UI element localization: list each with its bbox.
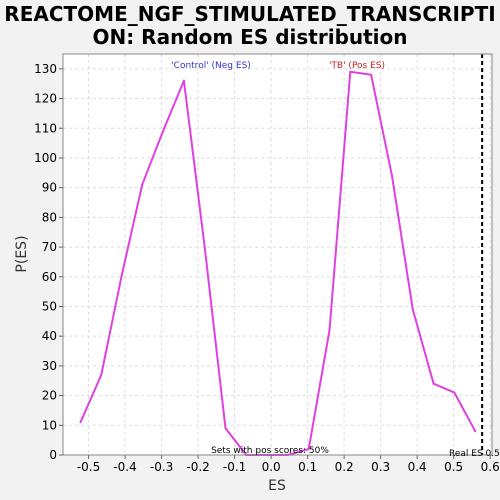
- x-tick-label: -0.2: [186, 460, 209, 474]
- pos-scores-annotation: Sets with pos scores: 50%: [211, 446, 329, 456]
- x-tick-label: 0.1: [298, 460, 317, 474]
- x-tick-label: 0.6: [481, 460, 500, 474]
- x-axis-ticks: -0.5 -0.4 -0.3 -0.2 -0.1 0.0 0.1 0.2 0.3 0.4 0.5 0.…: [77, 455, 500, 474]
- x-tick-label: -0.1: [223, 460, 246, 474]
- x-tick-label: 0.2: [335, 460, 354, 474]
- y-tick-label: 0: [49, 448, 57, 462]
- x-axis-title: ES: [268, 478, 286, 494]
- real-es-annotation: Real ES 0.5: [449, 449, 500, 459]
- y-tick-label: 20: [42, 389, 57, 403]
- x-tick-label: -0.3: [150, 460, 173, 474]
- data-point: [411, 308, 414, 311]
- data-point: [203, 246, 206, 249]
- data-point: [79, 421, 82, 424]
- data-point: [349, 70, 352, 73]
- x-tick-label: 0.3: [371, 460, 390, 474]
- y-tick-label: 70: [42, 240, 57, 254]
- y-tick-label: 130: [34, 62, 57, 76]
- y-tick-label: 40: [42, 329, 57, 343]
- data-point: [432, 382, 435, 385]
- y-tick-label: 50: [42, 299, 57, 313]
- pos-es-annotation: 'TB' (Pos ES): [329, 61, 385, 71]
- data-point: [100, 373, 103, 376]
- data-point: [307, 448, 310, 451]
- y-tick-label: 100: [34, 151, 57, 165]
- data-point: [141, 183, 144, 186]
- data-point: [474, 430, 477, 433]
- grid-lines: [63, 54, 492, 456]
- neg-es-annotation: 'Control' (Neg ES): [171, 61, 251, 71]
- data-point: [182, 79, 185, 82]
- data-point: [370, 73, 373, 76]
- x-tick-label: 0.0: [262, 460, 281, 474]
- data-point: [390, 174, 393, 177]
- data-point: [162, 130, 165, 133]
- data-point: [453, 391, 456, 394]
- data-point: [224, 427, 227, 430]
- data-point: [328, 329, 331, 332]
- x-tick-label: -0.4: [113, 460, 136, 474]
- y-tick-label: 30: [42, 359, 57, 373]
- chart-title-line-1: REACTOME_NGF_STIMULATED_TRANSCRIPTI: [4, 2, 495, 26]
- y-tick-label: 110: [34, 121, 57, 135]
- plot-area: [63, 54, 492, 455]
- data-point: [120, 275, 123, 278]
- y-axis-title: P(ES): [14, 235, 30, 272]
- plot-border: [62, 53, 493, 456]
- x-tick-label: 0.4: [408, 460, 427, 474]
- y-tick-label: 80: [42, 210, 57, 224]
- x-tick-label: -0.5: [77, 460, 100, 474]
- chart-title-line-2: ON: Random ES distribution: [92, 25, 407, 49]
- y-axis-ticks: 0 10 20 30 40 50 60 70 80 90 100 110 120 130: [34, 62, 63, 462]
- y-tick-label: 60: [42, 270, 57, 284]
- x-tick-label: 0.5: [444, 460, 463, 474]
- y-tick-label: 120: [34, 92, 57, 106]
- y-tick-label: 10: [42, 418, 57, 432]
- y-tick-label: 90: [42, 181, 57, 195]
